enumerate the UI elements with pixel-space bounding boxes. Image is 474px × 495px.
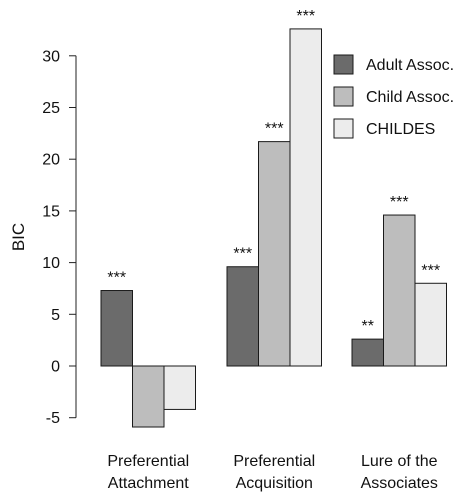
bars [100,28,447,428]
bar [383,214,416,367]
significance-labels: ******************** [107,8,440,335]
category-label: Preferential [233,453,315,470]
category-label: Associates [361,475,438,492]
y-tick-label: 10 [42,255,60,272]
significance-label: *** [296,8,315,25]
category-label: Attachment [108,475,189,492]
y-axis-title: BIC [9,223,28,251]
category-labels: Preferential Attachment Preferential Acquis… [107,453,438,492]
bar [163,365,196,410]
significance-label: *** [390,194,409,211]
bar [289,28,322,367]
y-tick-label: 0 [51,359,60,376]
y-tick-label: -5 [46,410,60,427]
legend-swatch [333,54,354,75]
legend-label: Adult Assoc. [366,57,454,74]
y-tick-label: 15 [42,203,60,220]
legend: Adult Assoc. Child Assoc. CHILDES [333,54,454,139]
significance-label: *** [265,121,284,138]
y-tick-label: 30 [42,48,60,65]
legend-label: CHILDES [366,121,435,138]
significance-label: *** [107,270,126,287]
y-tick-label: 25 [42,100,60,117]
bar [132,365,165,428]
significance-label: *** [421,262,440,279]
category-label: Preferential [107,453,189,470]
significance-label: *** [233,246,252,263]
category-label: Acquisition [236,475,313,492]
bar [351,338,384,367]
y-tick-label: 5 [51,307,60,324]
significance-label: ** [362,318,374,335]
bar [258,141,291,367]
legend-swatch [333,118,354,139]
legend-swatch [333,86,354,107]
bar [100,290,133,367]
y-tick-label: 20 [42,152,60,169]
legend-label: Child Assoc. [366,89,454,106]
y-axis: -5 0 5 10 15 20 25 30 [42,48,77,427]
bar [414,282,447,367]
bar [226,266,259,367]
category-label: Lure of the [361,453,438,470]
